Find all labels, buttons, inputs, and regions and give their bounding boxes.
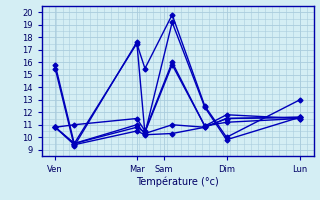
X-axis label: Température (°c): Température (°c) [136, 177, 219, 187]
